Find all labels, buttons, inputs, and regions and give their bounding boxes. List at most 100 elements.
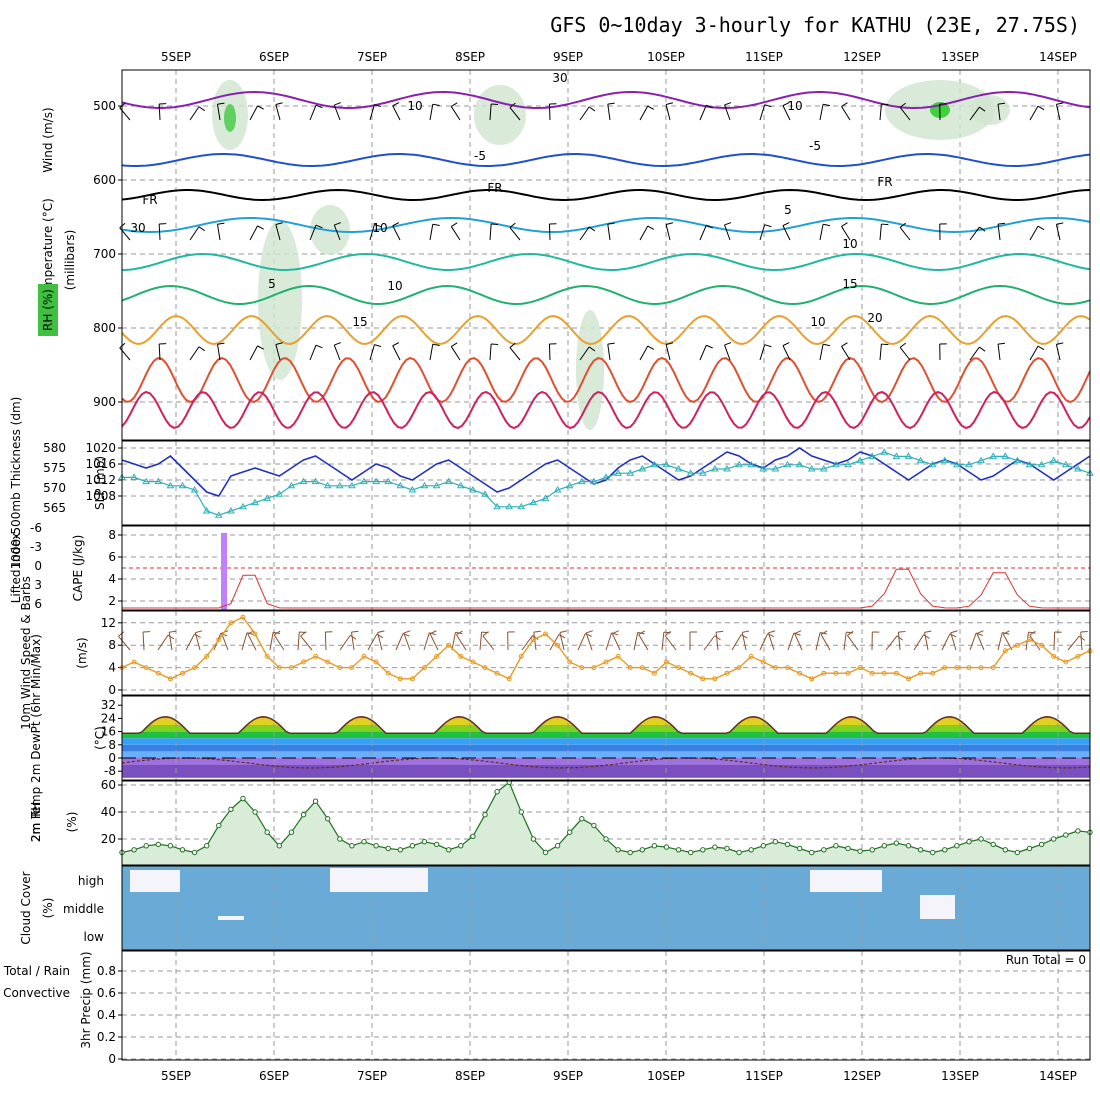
wind10m-marker (1002, 648, 1008, 654)
rh2m-marker (1026, 845, 1033, 852)
y-tick-label: 0.4 (97, 1008, 116, 1022)
wind-barb (782, 225, 791, 241)
wind10m-barb-flag (482, 631, 489, 637)
wind-barb (1055, 104, 1061, 121)
thickness-marker (142, 477, 151, 485)
wind-barb-flag (257, 225, 264, 230)
wind10m-marker (349, 665, 355, 671)
wind10m-marker (627, 665, 633, 671)
wind-barb (782, 345, 791, 361)
thickness-marker (348, 481, 356, 489)
thickness-line (122, 451, 1091, 516)
rh2m-marker (397, 847, 403, 853)
thickness-marker (493, 502, 501, 510)
li-tick-label: -6 (30, 521, 42, 535)
wind10m-barb (885, 635, 898, 651)
rh2m-marker (784, 841, 791, 848)
wind-barb (665, 344, 671, 361)
rh2m-marker (337, 836, 343, 842)
pressure-axis-label: (millibars) (63, 230, 77, 291)
wind10m-barb-flag (1079, 635, 1086, 641)
wind10m-barb (324, 631, 327, 651)
wind-barb (899, 347, 911, 361)
wind-barb-flag (666, 222, 674, 225)
panel-frame (121, 69, 1091, 441)
rh2m-marker (167, 843, 174, 849)
wind-barb-flag (841, 102, 848, 107)
wind-barb-flag (724, 102, 732, 106)
wind-barb-flag (899, 102, 906, 108)
wind-barb-flag (217, 222, 225, 225)
thickness-marker (360, 477, 368, 485)
y-tick-label: 6 (108, 550, 116, 564)
rh2m-marker (639, 847, 645, 853)
wind-barb-flag (1056, 342, 1064, 345)
wind-barb-flag (881, 343, 889, 346)
rh2m-marker (954, 843, 960, 849)
rh2m-marker (821, 847, 827, 853)
y-tick-label: 8 (108, 528, 116, 542)
wind10m-barb (118, 635, 131, 651)
wind10m-marker (700, 676, 706, 682)
y-tick-label: 0 (108, 683, 116, 697)
rh2m-marker (542, 849, 549, 856)
thickness-marker (444, 477, 453, 485)
y-tick-label: 32 (101, 698, 116, 712)
wind10m-barb (367, 634, 378, 651)
wind10m-marker (228, 620, 234, 626)
wind-barb (119, 347, 131, 361)
thickness-marker (190, 486, 199, 493)
slp-panel-bg (122, 441, 1090, 525)
wind-barb (724, 224, 731, 241)
wind-barb-flag (822, 103, 831, 107)
wind-barb (369, 224, 375, 241)
wind-barb (841, 226, 851, 241)
wind10m-barb (767, 632, 775, 651)
rh2m-marker (930, 849, 936, 856)
wind10m-barb-flag (456, 630, 463, 636)
wind-barb-flag (588, 106, 596, 112)
contour-label: FR (487, 181, 502, 195)
wind10m-barb (350, 632, 355, 651)
wind10m-barb-flag (950, 630, 958, 634)
wind-barb-flag (899, 222, 906, 228)
wind-barb-flag (1037, 225, 1045, 231)
wind10m-marker (1051, 653, 1057, 659)
thickness-marker (481, 490, 489, 497)
wind-barb-flag (392, 102, 400, 107)
y-tick-label: 500 (93, 99, 116, 113)
wind-barb-flag (217, 102, 225, 105)
wind10m-marker (736, 665, 742, 671)
wind10m-line (121, 616, 1091, 680)
wind-barb (639, 225, 649, 241)
wind10m-barb (241, 632, 248, 651)
y-tick-label: 2 (108, 594, 116, 608)
wind10m-marker (567, 659, 573, 665)
wind-barb-flag (392, 222, 400, 227)
wind-barb-flag (724, 222, 732, 226)
wind10m-marker (276, 665, 282, 671)
wind10m-barb (482, 635, 495, 651)
wind-barb-flag (607, 342, 615, 345)
wind-barb (997, 224, 1001, 241)
wind10m-barb-flag (558, 633, 566, 639)
panel-frame (121, 525, 1091, 611)
wind10m-barb (377, 632, 383, 651)
wind10m-barb-flag (195, 630, 203, 634)
y-tick-label: 1012 (85, 473, 116, 487)
wind-barb (819, 104, 824, 121)
wind10m-marker (470, 659, 476, 665)
thickness-marker (650, 460, 659, 468)
rh2m-marker (409, 843, 416, 849)
wind-barb-flag (392, 342, 400, 347)
thickness-marker (166, 481, 175, 489)
wind10m-barb-flag (847, 630, 854, 636)
thickness-marker (771, 465, 780, 472)
wind10m-marker (301, 659, 306, 665)
rh2m-marker (446, 847, 452, 853)
thickness-marker (396, 481, 405, 489)
wind-barb-flag (451, 102, 458, 108)
wind-barb (249, 225, 258, 241)
thickness-marker (856, 456, 864, 464)
